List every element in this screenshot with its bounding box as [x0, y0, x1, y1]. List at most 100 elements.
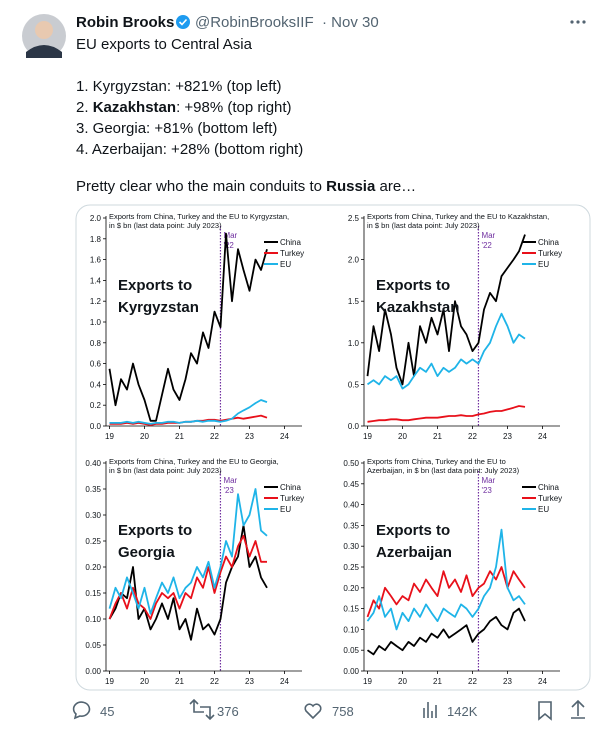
legend-label: China [538, 483, 559, 492]
x-tick-label: 23 [245, 677, 254, 686]
y-tick-label: 2.0 [90, 214, 102, 223]
x-tick-label: 23 [503, 677, 512, 686]
y-tick-label: 1.4 [90, 276, 102, 285]
y-tick-label: 0.8 [90, 339, 102, 348]
x-tick-label: 19 [105, 432, 114, 441]
series-line [366, 528, 526, 631]
chart-title: in $ bn (last data point: July 2023) [109, 466, 222, 475]
legend-label: EU [538, 260, 549, 269]
event-label: '23 [223, 486, 234, 495]
legend-label: Turkey [280, 494, 304, 503]
x-tick-label: 24 [538, 432, 547, 441]
y-tick-label: 0.30 [85, 511, 101, 520]
legend-label: EU [538, 505, 549, 514]
x-tick-label: 20 [140, 677, 149, 686]
text: 2. [76, 99, 93, 116]
x-tick-label: 24 [280, 677, 289, 686]
event-label: Mar [223, 476, 237, 485]
y-tick-label: 1.0 [90, 318, 102, 327]
text-bold: Russia [326, 178, 376, 195]
y-tick-label: 0.50 [343, 459, 359, 468]
author-handle[interactable]: @RobinBrooksIIF [195, 14, 314, 31]
x-tick-label: 22 [468, 432, 477, 441]
text: : +98% (top right) [176, 99, 291, 116]
chart-title: Azerbaijan, in $ bn (last data point: Ju… [367, 466, 520, 475]
author-name[interactable]: Robin Brooks [76, 14, 174, 31]
chart-label: Kazakhstan [376, 299, 459, 316]
y-tick-label: 1.5 [348, 297, 360, 306]
tweet-date[interactable]: · Nov 30 [322, 14, 379, 31]
x-tick-label: 19 [363, 677, 372, 686]
charts: 0.0 0.2 0.4 0.6 0.8 1.0 1.2 1.4 1.6 1.8 2.0 19 20 21 2… [85, 212, 562, 686]
x-tick-label: 20 [398, 677, 407, 686]
x-tick-label: 21 [433, 677, 442, 686]
chart-label: Kyrgyzstan [118, 299, 199, 316]
y-tick-label: 1.2 [90, 297, 102, 306]
reply-icon[interactable] [72, 701, 91, 720]
y-tick-label: 1.6 [90, 256, 102, 265]
chart-title: in $ bn (last data point: July 2023) [109, 221, 222, 230]
chart-title: in $ bn (last data point: July 2023) [367, 221, 480, 230]
legend-label: China [538, 238, 559, 247]
chart-label: Exports to [376, 277, 450, 294]
x-tick-label: 22 [468, 677, 477, 686]
avatar-face [35, 21, 53, 39]
legend-label: China [280, 238, 301, 247]
text: are… [375, 178, 416, 195]
series-line [108, 534, 267, 620]
repost-icon[interactable] [189, 698, 215, 721]
chart-label: Georgia [118, 544, 175, 561]
y-tick-label: 0.25 [343, 563, 359, 572]
chart-title: Exports from China, Turkey and the EU to… [109, 457, 279, 466]
y-tick-label: 0.0 [348, 422, 360, 431]
tweet-item: 1. Kyrgyzstan: +821% (top left) [76, 78, 282, 95]
like-icon[interactable] [304, 703, 322, 720]
y-tick-label: 0.00 [85, 667, 101, 676]
chart-title: Exports from China, Turkey and the EU to… [109, 212, 289, 221]
tweet-item: 2. Kazakhstan: +98% (top right) [76, 99, 292, 116]
event-label: '22 [223, 241, 234, 250]
legend-label: Turkey [538, 249, 562, 258]
tweet-item: 3. Georgia: +81% (bottom left) [76, 120, 277, 137]
series-line [366, 566, 526, 618]
text-bold: Kazakhstan [93, 99, 176, 116]
legend-label: Turkey [538, 494, 562, 503]
like-count[interactable]: 758 [332, 704, 354, 719]
event-label: Mar [481, 231, 495, 240]
x-tick-label: 22 [210, 677, 219, 686]
chart-label: Exports to [118, 522, 192, 539]
x-tick-label: 21 [175, 432, 184, 441]
views-icon[interactable] [423, 702, 437, 718]
y-tick-label: 0.20 [85, 563, 101, 572]
y-tick-label: 0.15 [343, 605, 359, 614]
y-tick-label: 2.5 [348, 214, 360, 223]
more-menu[interactable] [570, 20, 586, 24]
series-line [367, 405, 526, 423]
y-tick-label: 0.6 [90, 360, 102, 369]
legend-label: China [280, 483, 301, 492]
repost-count[interactable]: 376 [217, 704, 239, 719]
event-label: '22 [481, 241, 492, 250]
y-tick-label: 2.0 [348, 256, 360, 265]
y-tick-label: 0.05 [343, 646, 359, 655]
x-tick-label: 20 [140, 432, 149, 441]
reply-count[interactable]: 45 [100, 704, 114, 719]
y-tick-label: 0.35 [85, 485, 101, 494]
tweet-closing: Pretty clear who the main conduits to Ru… [76, 178, 416, 195]
chart-label: Azerbaijan [376, 544, 452, 561]
series-line [366, 607, 526, 656]
y-tick-label: 0.5 [348, 380, 360, 389]
y-tick-label: 0.15 [85, 589, 101, 598]
view-count[interactable]: 142K [447, 704, 478, 719]
action-icons [72, 698, 585, 721]
avatar-body [26, 45, 62, 58]
share-icon[interactable] [571, 699, 585, 719]
x-tick-label: 19 [105, 677, 114, 686]
tweet-item: 4. Azerbaijan: +28% (bottom right) [76, 141, 303, 158]
y-tick-label: 0.4 [90, 380, 102, 389]
event-label: Mar [223, 231, 237, 240]
y-tick-label: 0.35 [343, 521, 359, 530]
y-tick-label: 0.45 [343, 480, 359, 489]
y-tick-label: 0.40 [343, 501, 359, 510]
bookmark-icon[interactable] [538, 701, 552, 721]
